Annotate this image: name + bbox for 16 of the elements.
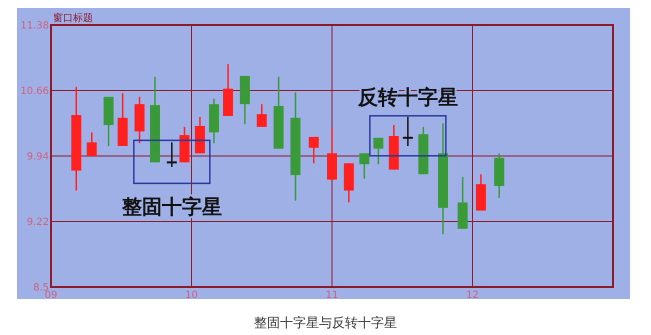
text: 整固十字星与反转十字星 [254, 315, 397, 331]
x-tick-label: 09 [44, 290, 58, 301]
y-tick-label: 11.38 [20, 20, 49, 32]
x-tick-label: 11 [326, 290, 338, 301]
candlestick [86, 132, 97, 157]
annotation: 反转十字星 [356, 84, 458, 109]
x-tick-label: 12 [466, 290, 479, 301]
x-tick-label: 10 [185, 290, 198, 301]
chart-title: 窗口标题 [53, 12, 93, 24]
candlestick [256, 103, 267, 128]
y-tick-label: 9.94 [26, 152, 49, 162]
y-tick-label: 10.66 [20, 86, 49, 97]
candlestick [308, 136, 319, 164]
candlestick [373, 137, 384, 165]
y-tick-label: 9.22 [26, 217, 49, 228]
candlestick [359, 152, 370, 180]
